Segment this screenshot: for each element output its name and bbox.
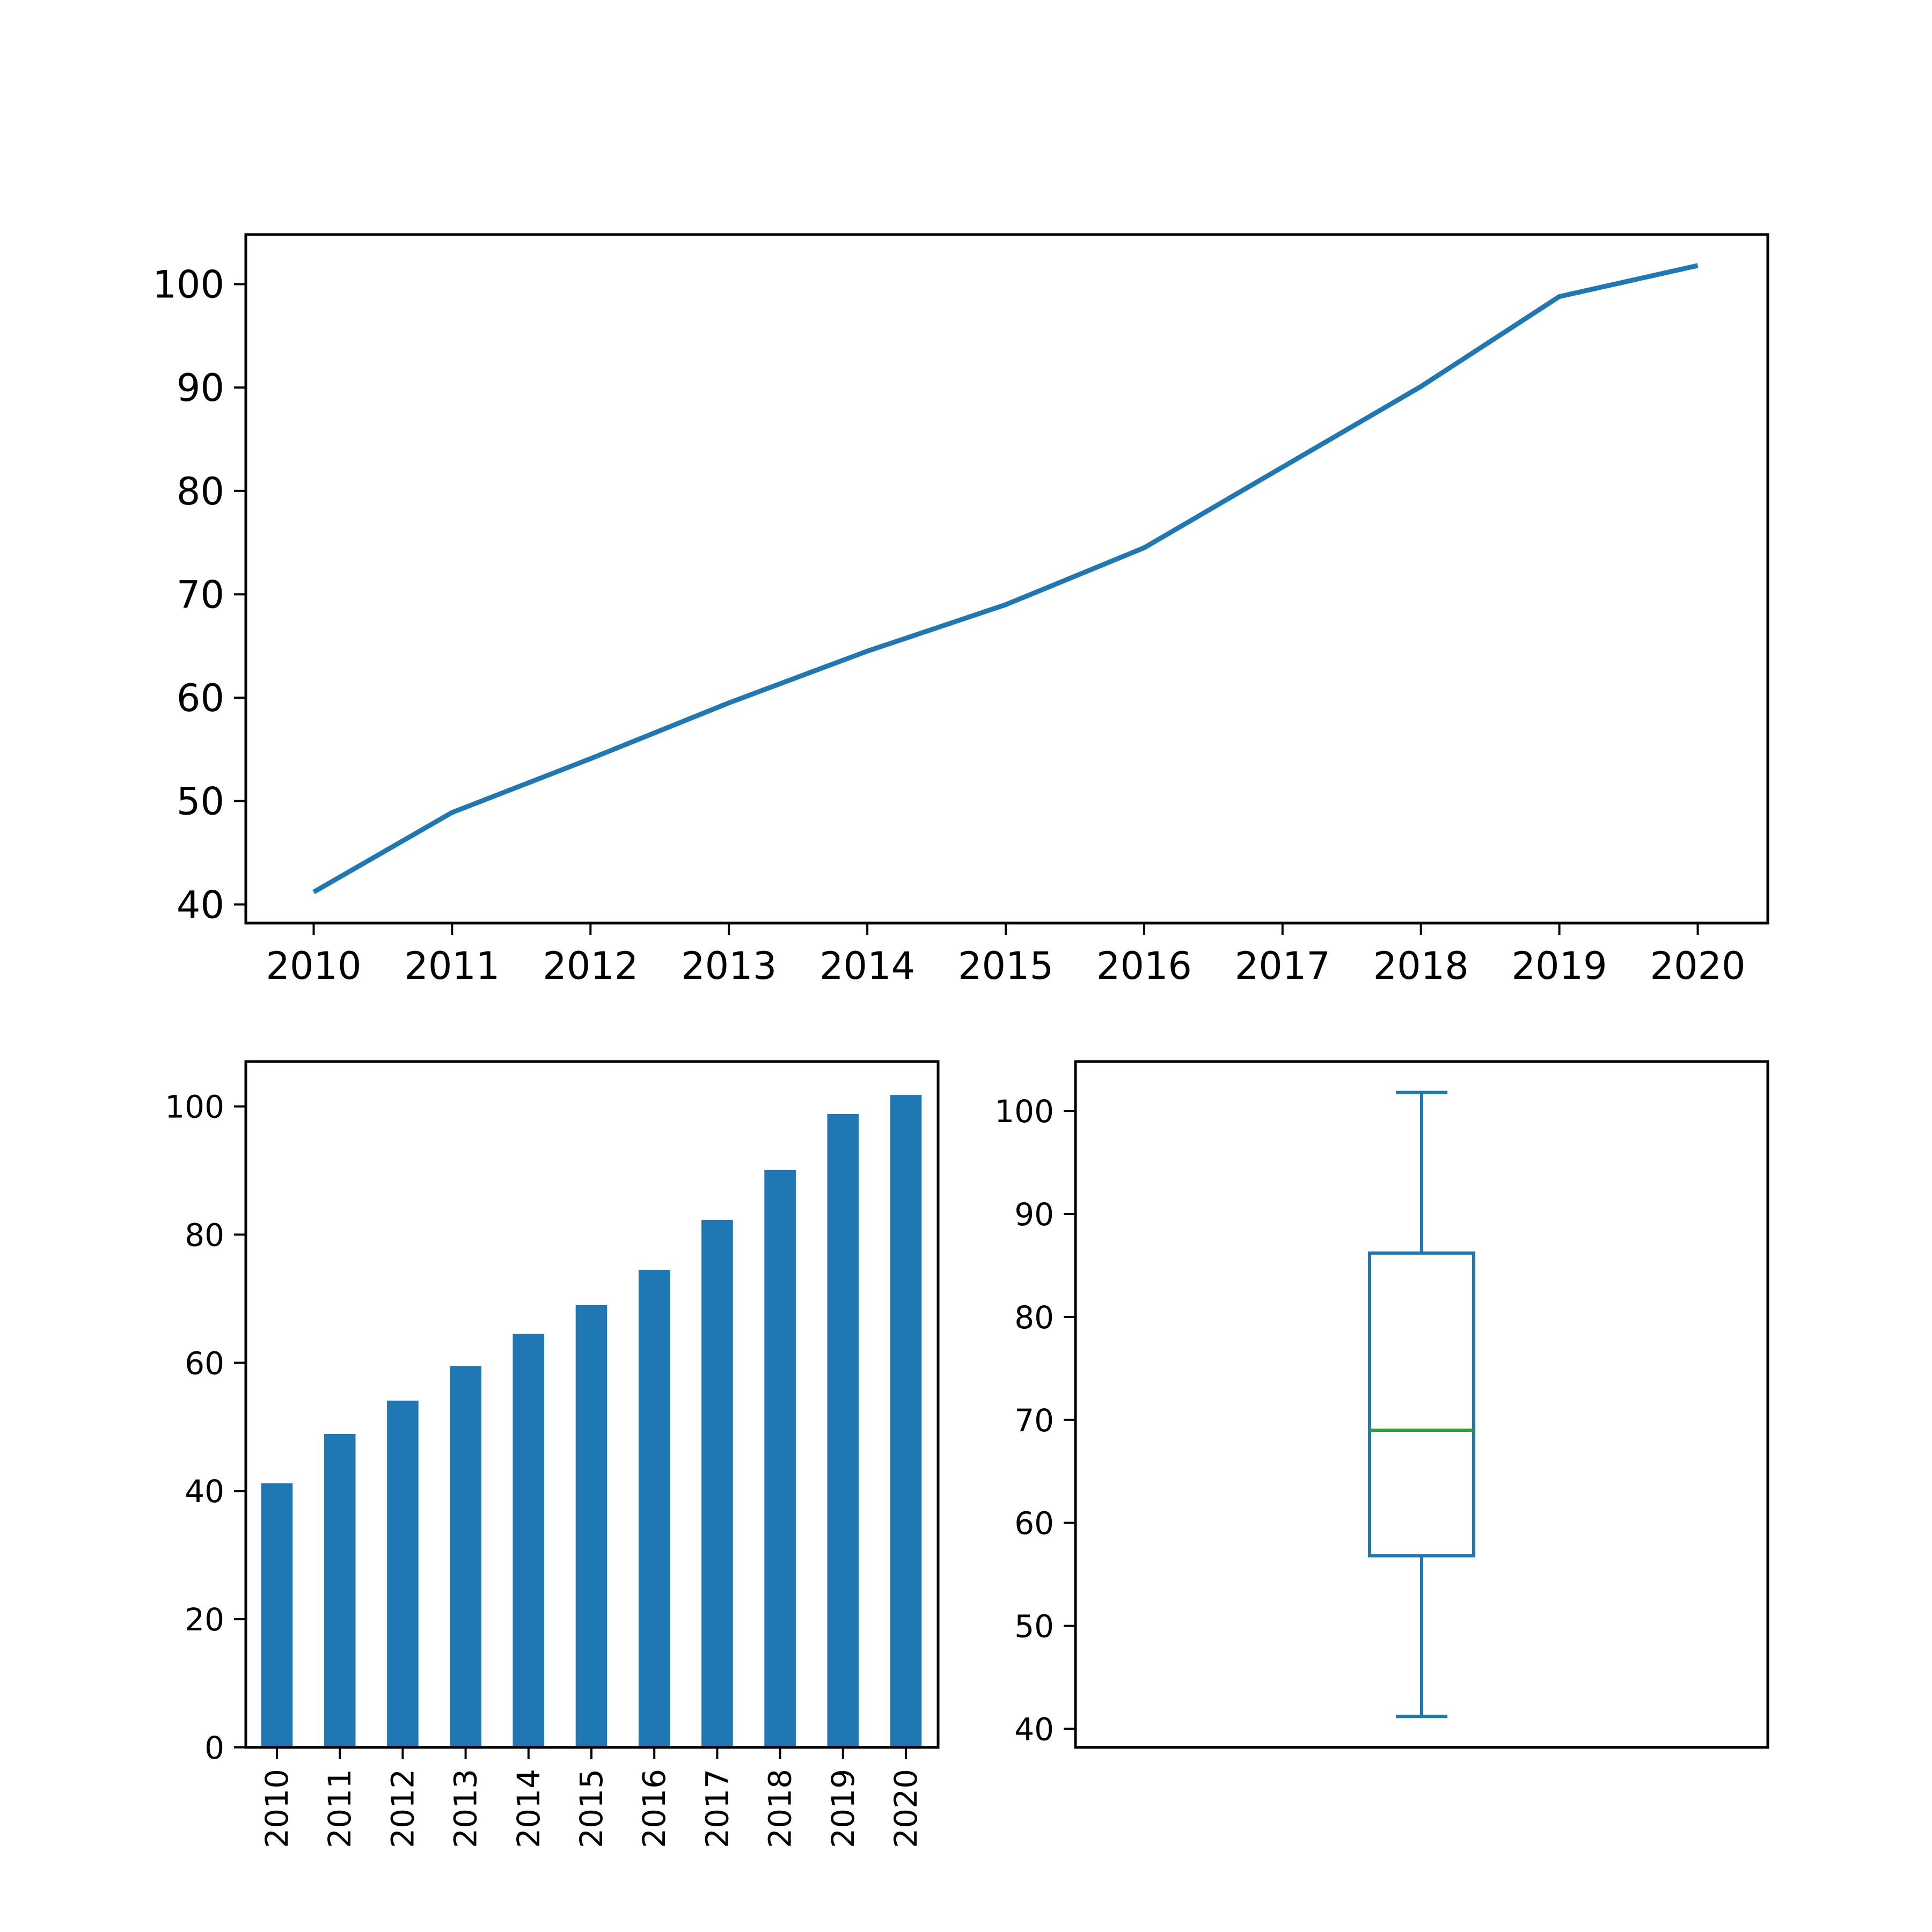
box-plot: 40 50 60 70 80 90 100 bbox=[994, 1060, 1769, 1749]
bar bbox=[387, 1400, 419, 1747]
x-tick-label: 2011 bbox=[321, 1769, 358, 1848]
bar bbox=[638, 1270, 670, 1747]
x-tick-label: 2014 bbox=[510, 1769, 547, 1848]
x-tick-label: 2020 bbox=[888, 1769, 924, 1848]
y-tick-label: 90 bbox=[1014, 1196, 1054, 1233]
line-point bbox=[1005, 604, 1006, 605]
line-point bbox=[1697, 265, 1699, 266]
line-point bbox=[313, 891, 314, 892]
line-point bbox=[728, 702, 729, 704]
y-tick-label: 20 bbox=[185, 1601, 224, 1638]
line-chart: 2010 2011 2012 2013 2014 2015 2016 2017 2018 2019… bbox=[152, 233, 1769, 988]
x-tick-label: 2019 bbox=[825, 1769, 861, 1848]
x-tick-label: 2020 bbox=[1650, 944, 1745, 988]
x-tick-label: 2012 bbox=[384, 1769, 421, 1848]
x-tick-label: 2016 bbox=[1096, 944, 1192, 988]
plot-frame bbox=[244, 1060, 940, 1749]
y-tick-label: 80 bbox=[1014, 1299, 1054, 1336]
x-tick-label: 2016 bbox=[636, 1769, 672, 1848]
y-tick-label: 40 bbox=[185, 1473, 224, 1510]
bar bbox=[764, 1169, 796, 1747]
y-tick-label: 40 bbox=[177, 883, 224, 927]
y-tick-label: 70 bbox=[1014, 1402, 1054, 1439]
line-series bbox=[312, 263, 1699, 895]
y-tick-label: 40 bbox=[1014, 1711, 1054, 1747]
y-tick-label: 100 bbox=[165, 1089, 224, 1125]
bar bbox=[575, 1305, 608, 1747]
line-point bbox=[1559, 296, 1560, 297]
line-point bbox=[867, 650, 868, 652]
y-tick-label: 50 bbox=[177, 780, 224, 824]
x-tick-label: 2018 bbox=[1373, 944, 1469, 988]
y-tick-label: 60 bbox=[1014, 1505, 1054, 1542]
x-tick-label: 2010 bbox=[266, 944, 361, 988]
bar bbox=[701, 1220, 733, 1747]
x-tick-label: 2014 bbox=[819, 944, 915, 988]
bar bbox=[890, 1095, 922, 1747]
x-tick-label: 2013 bbox=[448, 1769, 484, 1848]
x-tick-label: 2018 bbox=[762, 1769, 799, 1848]
x-tick-label: 2019 bbox=[1512, 944, 1607, 988]
x-tick-label: 2011 bbox=[404, 944, 500, 988]
y-tick-label: 70 bbox=[177, 573, 224, 617]
bar bbox=[450, 1366, 481, 1747]
line-point bbox=[1144, 547, 1145, 548]
plot-frame bbox=[244, 233, 1769, 925]
iqr-box bbox=[1368, 1251, 1475, 1558]
bar bbox=[261, 1483, 293, 1747]
x-tick-label: 2017 bbox=[1235, 944, 1330, 988]
x-tick-label: 2013 bbox=[681, 944, 777, 988]
x-tick-label: 2015 bbox=[573, 1769, 610, 1848]
bar bbox=[827, 1114, 859, 1747]
y-tick-label: 90 bbox=[177, 366, 224, 410]
y-tick-label: 60 bbox=[177, 676, 224, 720]
y-tick-label: 100 bbox=[152, 262, 224, 306]
y-tick-label: 80 bbox=[177, 470, 224, 514]
line-point bbox=[1282, 466, 1283, 467]
x-tick-label: 2012 bbox=[543, 944, 638, 988]
bar bbox=[324, 1433, 356, 1747]
y-tick-label: 100 bbox=[994, 1093, 1054, 1130]
x-tick-label: 2010 bbox=[259, 1769, 295, 1848]
line-point bbox=[590, 758, 591, 759]
line-point bbox=[1421, 386, 1422, 387]
bar-chart: 2010 2011 2012 2013 2014 2015 2016 2017 2018 2019… bbox=[165, 1060, 940, 1848]
plot-frame bbox=[1074, 1060, 1769, 1749]
x-tick-label: 2015 bbox=[958, 944, 1053, 988]
y-tick-label: 60 bbox=[185, 1345, 224, 1381]
y-tick-label: 0 bbox=[204, 1730, 224, 1766]
line-point bbox=[451, 812, 452, 813]
x-tick-label: 2017 bbox=[699, 1769, 735, 1848]
bar bbox=[513, 1334, 545, 1747]
y-tick-label: 50 bbox=[1014, 1608, 1054, 1645]
y-tick-label: 80 bbox=[185, 1217, 224, 1253]
